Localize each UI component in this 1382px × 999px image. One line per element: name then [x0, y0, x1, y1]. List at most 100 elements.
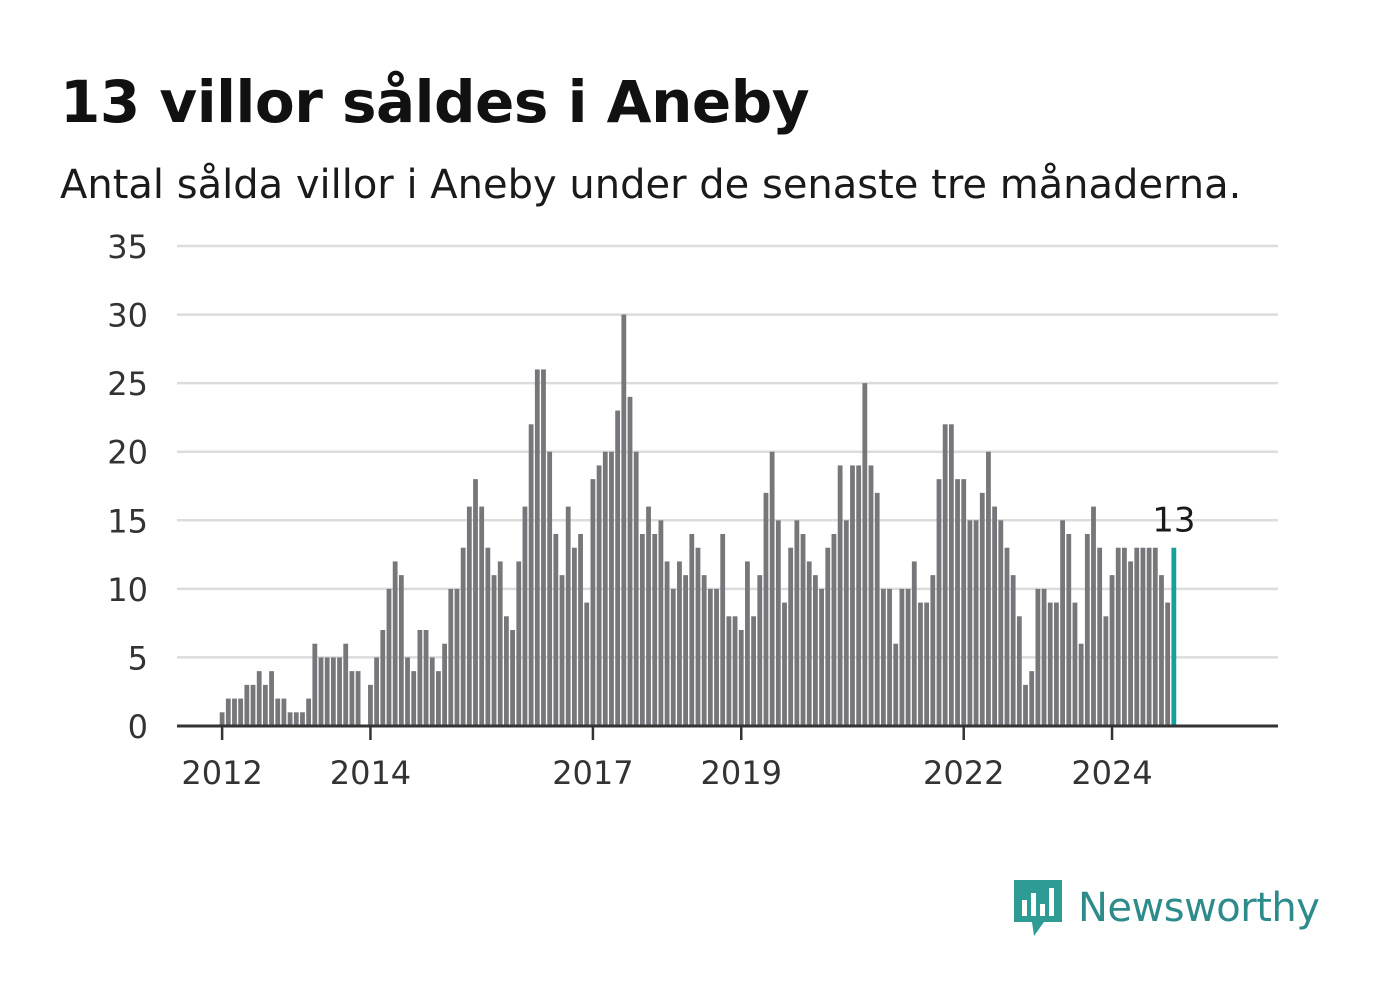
bar	[714, 588, 719, 726]
bar	[343, 643, 349, 726]
bar	[238, 698, 244, 726]
bar	[936, 479, 942, 726]
bar	[516, 561, 522, 726]
bar	[1152, 547, 1158, 726]
bar	[979, 492, 985, 726]
y-tick-label: 5	[128, 639, 148, 677]
y-tick-label: 35	[107, 228, 148, 266]
bar	[775, 520, 781, 726]
bar	[454, 588, 460, 726]
bar	[541, 369, 546, 726]
x-tick-label: 2022	[923, 754, 1004, 792]
bar	[269, 671, 274, 726]
newsworthy-logo-icon	[1014, 880, 1062, 936]
bar	[720, 534, 726, 726]
bar	[306, 698, 312, 726]
bar	[887, 588, 892, 726]
bar	[417, 630, 423, 726]
x-tick-label: 2024	[1071, 754, 1152, 792]
bar	[436, 671, 441, 726]
bar	[862, 383, 868, 726]
bar	[763, 492, 769, 726]
y-axis-labels: 0 5 10 15 20 25 30 35	[107, 228, 148, 746]
bar	[646, 506, 651, 726]
highlight-bar	[1171, 547, 1177, 726]
x-tick-label: 2017	[552, 754, 633, 792]
bar	[1122, 547, 1127, 726]
bar	[813, 575, 818, 726]
bar	[819, 588, 824, 726]
bar	[615, 410, 621, 726]
bar	[232, 698, 237, 726]
bar	[1054, 602, 1059, 726]
x-tick-label: 2012	[181, 754, 262, 792]
bar	[707, 588, 713, 726]
bar	[534, 369, 540, 726]
bar	[726, 616, 732, 726]
bar	[788, 547, 794, 726]
bar	[584, 602, 590, 726]
bar	[1109, 575, 1115, 726]
bar	[745, 561, 750, 726]
bar	[1115, 547, 1121, 726]
bar	[473, 479, 478, 726]
bar	[868, 465, 874, 726]
bar	[330, 657, 336, 726]
bar	[571, 547, 577, 726]
bar	[942, 424, 948, 726]
bar	[528, 424, 534, 726]
bar	[1041, 588, 1047, 726]
bar	[738, 630, 744, 726]
x-tick-label: 2019	[701, 754, 782, 792]
bar	[695, 547, 701, 726]
bar	[751, 616, 756, 726]
bar	[609, 451, 614, 726]
bar	[411, 671, 417, 726]
bar	[262, 684, 268, 726]
bar	[757, 575, 763, 726]
bar	[701, 575, 707, 726]
bar	[677, 561, 682, 726]
bar	[639, 534, 645, 726]
bar	[973, 520, 979, 726]
bar	[1072, 602, 1078, 726]
bar	[1060, 520, 1065, 726]
bar	[689, 534, 695, 726]
bar	[337, 657, 342, 726]
bar	[355, 671, 361, 726]
annotations: 13	[1152, 501, 1195, 541]
bar	[955, 479, 960, 726]
bar	[324, 657, 330, 726]
bar	[368, 684, 373, 726]
bar	[769, 451, 775, 726]
bar	[602, 451, 608, 726]
bar	[547, 451, 553, 726]
bar	[918, 602, 923, 726]
bar	[281, 698, 287, 726]
bar	[1097, 547, 1103, 726]
bar	[460, 547, 466, 726]
bar	[250, 684, 256, 726]
bar	[782, 602, 787, 726]
bar	[1010, 575, 1016, 726]
bar	[1140, 547, 1146, 726]
bar	[256, 671, 262, 726]
bar	[219, 712, 225, 726]
bar	[485, 547, 491, 726]
bar	[880, 588, 886, 726]
bar	[318, 657, 324, 726]
bar	[312, 643, 318, 726]
bar	[627, 396, 633, 726]
bar	[479, 506, 485, 726]
bar	[930, 575, 936, 726]
bar	[1134, 547, 1140, 726]
bar	[596, 465, 602, 726]
bar	[349, 671, 355, 726]
bar	[300, 712, 305, 726]
bar	[732, 616, 738, 726]
bar	[522, 506, 528, 726]
bar	[986, 451, 991, 726]
brand-name: Newsworthy	[1078, 885, 1320, 931]
bar	[1066, 534, 1072, 726]
